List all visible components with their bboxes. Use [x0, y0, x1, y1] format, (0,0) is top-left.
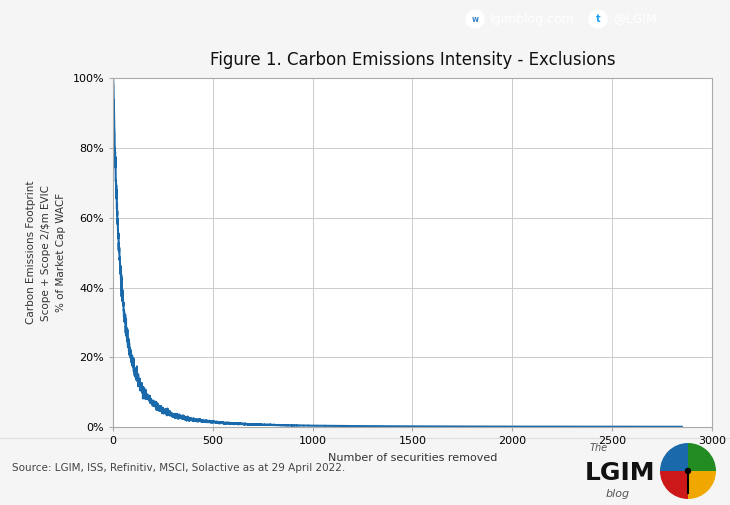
Wedge shape — [688, 443, 716, 471]
Wedge shape — [660, 443, 688, 471]
Text: blog: blog — [606, 489, 630, 499]
Y-axis label: Carbon Emissions Footprint
Scope + Scope 2/$m EVIC
% of Market Cap WACF: Carbon Emissions Footprint Scope + Scope… — [26, 181, 66, 324]
Text: @LGIM: @LGIM — [613, 13, 656, 25]
X-axis label: Number of securities removed: Number of securities removed — [328, 453, 497, 463]
Wedge shape — [660, 471, 688, 499]
Circle shape — [466, 10, 484, 28]
Wedge shape — [688, 471, 716, 499]
Text: t: t — [596, 14, 600, 24]
Text: w: w — [472, 15, 478, 24]
Circle shape — [685, 469, 691, 474]
Text: The: The — [590, 443, 608, 453]
Title: Figure 1. Carbon Emissions Intensity - Exclusions: Figure 1. Carbon Emissions Intensity - E… — [210, 50, 615, 69]
Text: lgimblog.com: lgimblog.com — [490, 13, 575, 25]
Text: Source: LGIM, ISS, Refinitiv, MSCI, Solactive as at 29 April 2022.: Source: LGIM, ISS, Refinitiv, MSCI, Sola… — [12, 463, 345, 473]
Circle shape — [589, 10, 607, 28]
Text: LGIM: LGIM — [585, 461, 656, 485]
